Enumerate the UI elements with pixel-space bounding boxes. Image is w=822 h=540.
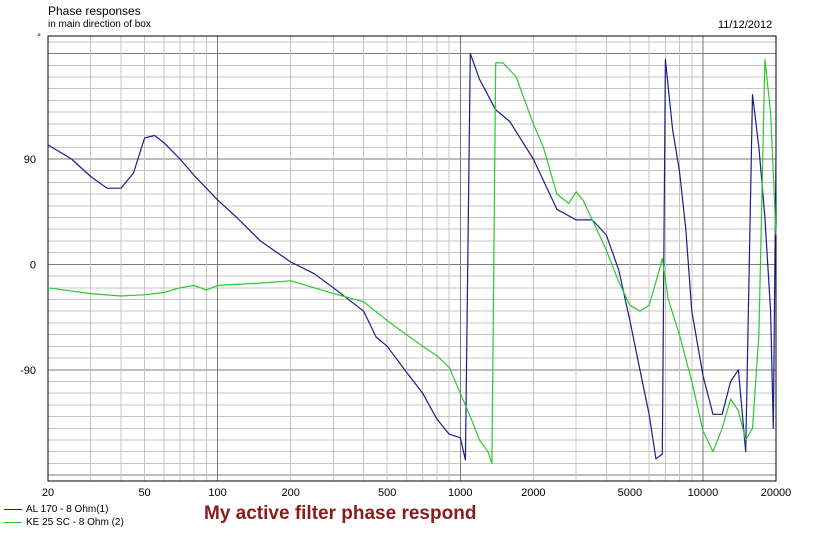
chart-subtitle: in main direction of box: [48, 19, 151, 30]
x-tick-label: 20: [42, 487, 54, 499]
chart-date: 11/12/2012: [718, 19, 773, 31]
legend: AL 170 - 8 Ohm(1) KE 25 SC - 8 Ohm (2): [4, 503, 124, 529]
x-tick-label: 500: [378, 487, 396, 499]
x-tick-label: 200: [281, 487, 299, 499]
chart-title: Phase responses: [48, 4, 141, 18]
y-tick-label: -90: [20, 365, 36, 377]
series-line-2: [47, 58, 777, 464]
legend-label-1: AL 170 - 8 Ohm(1): [26, 504, 109, 515]
legend-item-1: AL 170 - 8 Ohm(1): [4, 503, 124, 516]
x-tick-label: 2000: [521, 487, 545, 499]
x-tick-label: 10000: [688, 487, 719, 499]
y-unit-label: °: [37, 32, 41, 42]
plot-area: [48, 36, 776, 481]
plot-frame: [47, 35, 777, 482]
legend-swatch-1: [4, 509, 22, 510]
y-tick-label: 90: [24, 154, 36, 166]
x-tick-label: 5000: [618, 487, 642, 499]
x-tick-label: 100: [208, 487, 226, 499]
legend-item-2: KE 25 SC - 8 Ohm (2): [4, 516, 124, 529]
legend-swatch-2: [4, 522, 22, 523]
caption: My active filter phase respond: [204, 503, 477, 524]
x-tick-label: 50: [138, 487, 150, 499]
series-line-1: [47, 53, 777, 461]
y-tick-label: 0: [30, 259, 36, 271]
x-tick-label: 1000: [448, 487, 472, 499]
x-tick-label: 20000: [761, 487, 792, 499]
legend-label-2: KE 25 SC - 8 Ohm (2): [26, 517, 124, 528]
